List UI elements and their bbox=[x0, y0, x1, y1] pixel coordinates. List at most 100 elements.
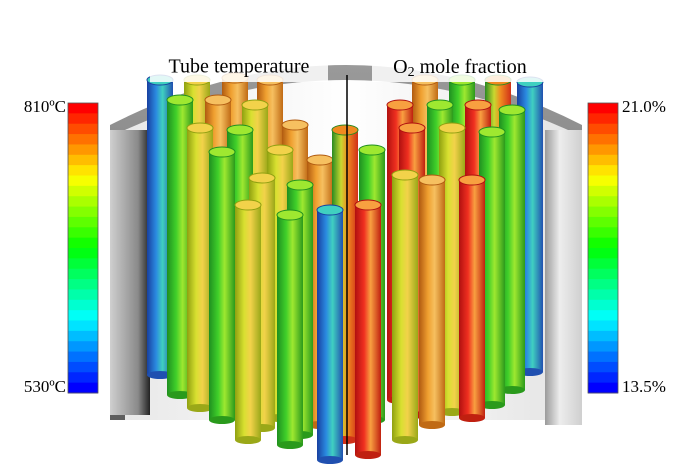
tube-top bbox=[277, 210, 303, 220]
colorbar-min: 530ºC bbox=[24, 377, 66, 396]
colorbar-band bbox=[68, 248, 98, 259]
colorbar-band bbox=[588, 134, 618, 145]
tube-top bbox=[227, 125, 253, 135]
tube-top bbox=[355, 200, 381, 210]
colorbar-band bbox=[588, 331, 618, 342]
colorbar-band bbox=[68, 176, 98, 187]
colorbar-band bbox=[588, 144, 618, 155]
colorbar-band bbox=[68, 207, 98, 218]
tube-top bbox=[282, 120, 308, 130]
colorbar-band bbox=[68, 217, 98, 228]
tube-top bbox=[399, 123, 425, 133]
tube-body bbox=[419, 180, 445, 425]
colorbar-band bbox=[588, 279, 618, 290]
tube-bottom bbox=[459, 414, 485, 422]
colorbar-band bbox=[68, 289, 98, 300]
colorbar-band bbox=[588, 352, 618, 363]
tube-top bbox=[209, 147, 235, 157]
tube-bottom bbox=[355, 451, 381, 459]
colorbar-band bbox=[588, 186, 618, 197]
colorbar-band bbox=[588, 165, 618, 176]
colorbar-band bbox=[68, 269, 98, 280]
colorbar-band bbox=[588, 124, 618, 135]
tube-top bbox=[307, 155, 333, 165]
tube-top bbox=[459, 175, 485, 185]
tube-body bbox=[392, 175, 418, 440]
colorbar-band bbox=[588, 321, 618, 332]
tube bbox=[317, 205, 343, 464]
left-wall bbox=[110, 130, 150, 415]
colorbar-band bbox=[68, 238, 98, 249]
colorbar-band bbox=[68, 196, 98, 207]
tube-bottom bbox=[277, 441, 303, 449]
tube bbox=[355, 200, 381, 459]
colorbar-band bbox=[588, 207, 618, 218]
colorbar-band bbox=[68, 383, 98, 394]
tube-top bbox=[249, 173, 275, 183]
colorbar-band bbox=[68, 331, 98, 342]
right-colorbar bbox=[588, 103, 618, 394]
colorbar-max: 21.0% bbox=[622, 97, 666, 116]
colorbar-band bbox=[588, 113, 618, 124]
tube bbox=[392, 170, 418, 444]
tube-bottom bbox=[419, 421, 445, 429]
colorbar-band bbox=[588, 155, 618, 166]
colorbar-band bbox=[588, 258, 618, 269]
tube-bottom bbox=[209, 416, 235, 424]
tube-top bbox=[359, 145, 385, 155]
tube-bottom bbox=[317, 456, 343, 464]
colorbar-band bbox=[68, 155, 98, 166]
tube-body bbox=[235, 205, 261, 440]
left-colorbar bbox=[68, 103, 98, 394]
colorbar-band bbox=[68, 362, 98, 373]
tube-top bbox=[235, 200, 261, 210]
colorbar-band bbox=[68, 124, 98, 135]
colorbar-band bbox=[588, 103, 618, 114]
colorbar-band bbox=[588, 300, 618, 311]
colorbar-band bbox=[588, 248, 618, 259]
tube-body bbox=[317, 210, 343, 460]
tube-top bbox=[242, 100, 268, 110]
colorbar-band bbox=[68, 165, 98, 176]
colorbar-band bbox=[68, 258, 98, 269]
colorbar-band bbox=[68, 144, 98, 155]
tube-top bbox=[427, 100, 453, 110]
colorbar-band bbox=[588, 341, 618, 352]
colorbar-band bbox=[68, 321, 98, 332]
colorbar-band bbox=[68, 227, 98, 238]
left-label: Tube temperature bbox=[169, 56, 310, 78]
tube-body bbox=[355, 205, 381, 455]
tube-top bbox=[317, 205, 343, 215]
tube-top bbox=[332, 125, 358, 135]
label-part: mole fraction bbox=[415, 56, 527, 78]
tube-top bbox=[287, 180, 313, 190]
tube-top bbox=[205, 95, 231, 105]
colorbar-band bbox=[588, 372, 618, 383]
label-part: O bbox=[393, 56, 407, 78]
colorbar-band bbox=[588, 383, 618, 394]
tube-top bbox=[419, 175, 445, 185]
label-subscript: 2 bbox=[408, 65, 415, 80]
right-wall bbox=[545, 130, 582, 425]
colorbar-band bbox=[588, 227, 618, 238]
colorbar-band bbox=[588, 269, 618, 280]
tube-body bbox=[459, 180, 485, 418]
tube-top bbox=[392, 170, 418, 180]
colorbar-min: 13.5% bbox=[622, 377, 666, 396]
tube bbox=[459, 175, 485, 422]
colorbar-band bbox=[588, 238, 618, 249]
tube bbox=[277, 210, 303, 449]
colorbar-band bbox=[68, 103, 98, 114]
tube-top bbox=[387, 100, 413, 110]
tube-top bbox=[187, 123, 213, 133]
tube bbox=[235, 200, 261, 444]
colorbar-band bbox=[68, 310, 98, 321]
colorbar-band bbox=[68, 134, 98, 145]
colorbar-band bbox=[588, 362, 618, 373]
colorbar-band bbox=[588, 196, 618, 207]
colorbar-band bbox=[68, 300, 98, 311]
colorbar-max: 810ºC bbox=[24, 97, 66, 116]
tube-body bbox=[277, 215, 303, 445]
tube-top bbox=[465, 100, 491, 110]
tube-bank bbox=[147, 73, 543, 464]
